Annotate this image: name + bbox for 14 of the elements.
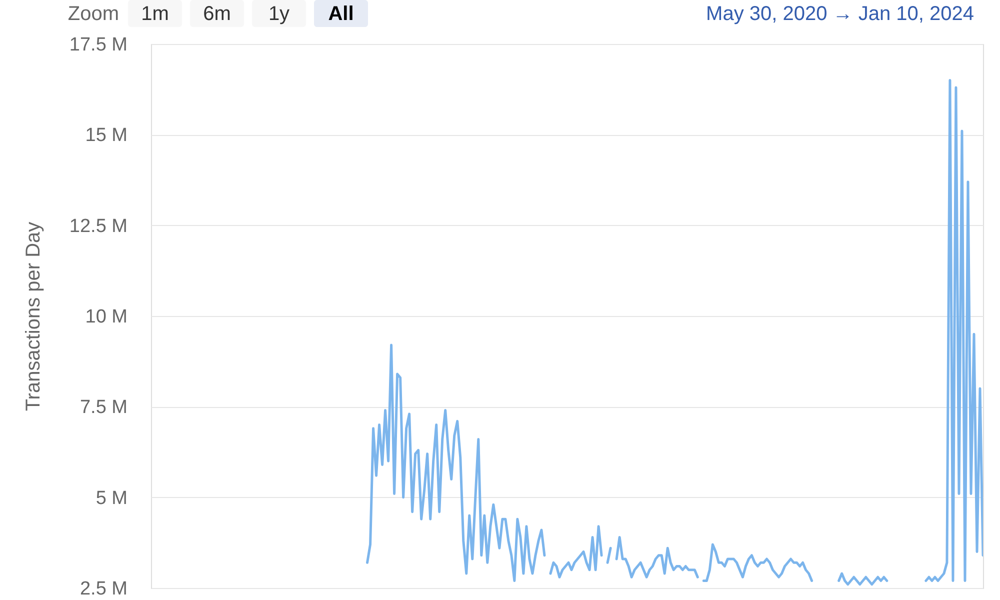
text: 6m (203, 3, 231, 25)
y-tick-label: 5 M (96, 488, 128, 509)
y-tick-label: 2.5 M (80, 578, 128, 600)
y-tick-label: 17.5 M (69, 34, 128, 56)
y-tick-label: 7.5 M (80, 397, 128, 418)
y-tick-label: 10 M (85, 306, 128, 328)
text: Zoom (68, 3, 119, 25)
y-tick-label: 12.5 M (69, 216, 128, 237)
text: All (328, 3, 354, 25)
text: 1m (141, 3, 169, 25)
y-axis-title: Transactions per Day (22, 222, 44, 412)
y-tick-label: 15 M (85, 125, 128, 146)
text: 1y (268, 3, 290, 25)
text: May 30, 2020 → Jan 10, 2024 (706, 3, 974, 25)
